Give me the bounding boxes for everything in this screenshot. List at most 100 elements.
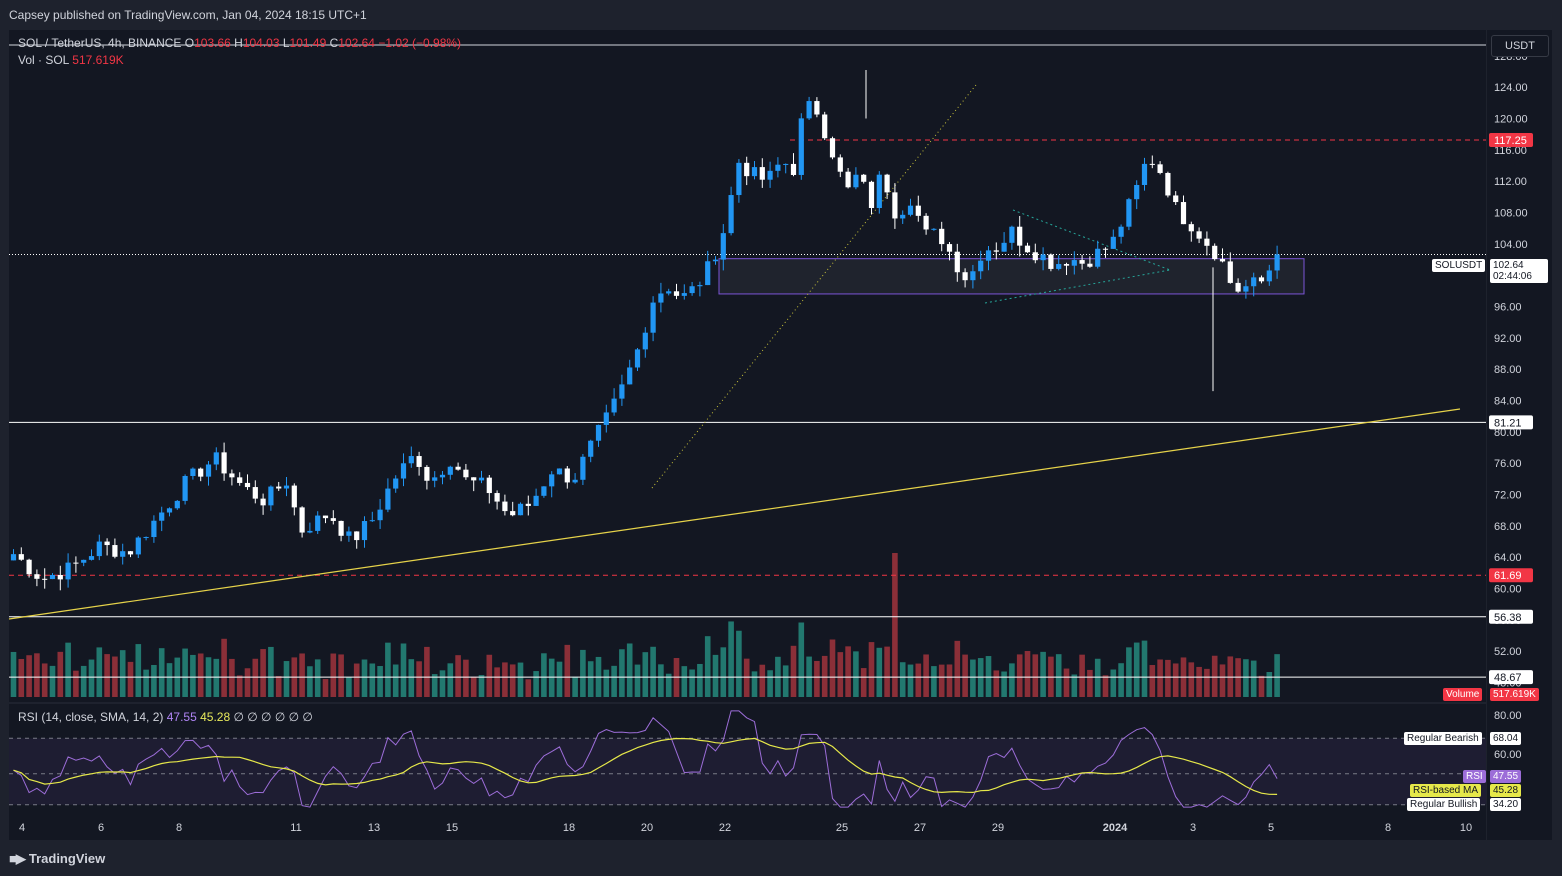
volume-bar bbox=[1118, 663, 1124, 697]
time-tick-label: 25 bbox=[836, 822, 848, 834]
candle-body bbox=[1048, 254, 1054, 269]
candle-body bbox=[88, 556, 95, 560]
volume-bar bbox=[580, 649, 586, 697]
volume-bar bbox=[1009, 663, 1015, 697]
rsi-scale-value: 47.55 bbox=[1490, 770, 1522, 783]
volume-bar bbox=[743, 658, 750, 697]
candle-body bbox=[221, 452, 227, 474]
volume-bar bbox=[1196, 666, 1202, 697]
volume-bar bbox=[1016, 654, 1023, 697]
price-tick-label: 60.00 bbox=[1494, 583, 1522, 595]
candle-body bbox=[939, 228, 945, 245]
volume-bar bbox=[275, 676, 282, 697]
volume-bar bbox=[1126, 647, 1132, 697]
candle-body bbox=[205, 464, 212, 477]
candle-body bbox=[49, 574, 56, 580]
candle-body bbox=[1056, 264, 1062, 269]
candle-body bbox=[369, 520, 375, 522]
rsi-empty-values: ∅ ∅ ∅ ∅ ∅ ∅ bbox=[233, 710, 313, 724]
candle-body bbox=[556, 468, 563, 475]
volume-bar bbox=[190, 654, 196, 697]
candle-body bbox=[619, 384, 625, 399]
volume-bar bbox=[868, 642, 875, 697]
volume-bar bbox=[57, 651, 64, 697]
volume-bar bbox=[525, 679, 532, 697]
time-tick-label: 27 bbox=[914, 822, 926, 834]
volume-bar bbox=[1079, 654, 1085, 697]
candle-body bbox=[478, 477, 485, 481]
volume-bar bbox=[49, 665, 56, 697]
volume-bar bbox=[1063, 668, 1070, 697]
volume-bar bbox=[41, 663, 48, 697]
candle-body bbox=[978, 260, 984, 272]
volume-bar bbox=[517, 662, 524, 697]
regular-bearish-value: 68.04 bbox=[1490, 732, 1522, 745]
volume-bar bbox=[533, 671, 539, 697]
volume-bar bbox=[221, 638, 227, 697]
volume-bar bbox=[1243, 659, 1249, 697]
volume-bar bbox=[65, 642, 71, 697]
currency-button[interactable]: USDT bbox=[1491, 35, 1549, 57]
candle-body bbox=[900, 214, 906, 219]
candle-body bbox=[1204, 238, 1210, 246]
symbol-tag: SOLUSDT bbox=[1432, 259, 1486, 272]
candle-body bbox=[907, 205, 914, 215]
rsi-ma-value: 45.28 bbox=[200, 710, 231, 724]
volume-bar bbox=[1001, 671, 1007, 697]
candle-body bbox=[385, 488, 391, 510]
candle-body bbox=[588, 440, 594, 457]
triangle-lower-line bbox=[984, 269, 1171, 304]
volume-bar bbox=[1250, 660, 1257, 697]
candle-body bbox=[517, 503, 524, 516]
candle-body bbox=[954, 251, 960, 273]
candle-body bbox=[182, 476, 188, 501]
volume-bar bbox=[650, 646, 656, 697]
published-caption: Capsey published on TradingView.com, Jan… bbox=[9, 8, 367, 22]
candle-body bbox=[822, 114, 828, 139]
candle-body bbox=[1024, 245, 1031, 253]
time-tick-label: 11 bbox=[290, 822, 301, 834]
candle-body bbox=[1087, 263, 1093, 267]
level-tag-bg bbox=[1489, 670, 1533, 685]
volume-bar bbox=[587, 661, 594, 697]
volume-bar bbox=[1102, 675, 1109, 697]
volume-bar bbox=[299, 653, 305, 697]
candle-body bbox=[322, 515, 329, 519]
price-tick-label: 64.00 bbox=[1494, 552, 1522, 564]
candle-body bbox=[151, 520, 157, 538]
candle-body bbox=[213, 452, 219, 465]
volume-bar bbox=[143, 669, 149, 697]
price-scale[interactable] bbox=[1487, 30, 1552, 840]
tradingview-logo[interactable]: ■▶ TradingView bbox=[9, 851, 105, 867]
candle-body bbox=[876, 174, 882, 209]
rsi-ma-tag: RSI-based MA bbox=[1410, 784, 1482, 797]
volume-bar bbox=[307, 666, 313, 697]
candle-body bbox=[751, 167, 758, 177]
low-label: L bbox=[282, 36, 290, 50]
open-value: 103.66 bbox=[194, 36, 231, 50]
candle-body bbox=[486, 477, 492, 494]
rsi-label[interactable]: RSI (14, close, SMA, 14, 2) bbox=[18, 710, 164, 724]
volume-bar bbox=[1204, 668, 1210, 697]
volume-bar bbox=[314, 659, 321, 697]
candle-body bbox=[34, 574, 40, 579]
price-tick-label: 116.00 bbox=[1494, 145, 1527, 157]
rsi-legend: RSI (14, close, SMA, 14, 2) 47.55 45.28 … bbox=[18, 710, 313, 724]
volume-bar bbox=[829, 639, 836, 697]
time-tick-label: 3 bbox=[1190, 822, 1196, 834]
candle-body bbox=[229, 473, 235, 478]
candle-body bbox=[744, 162, 750, 177]
volume-bar bbox=[603, 669, 610, 697]
open-label: O bbox=[184, 36, 195, 50]
candle-body bbox=[112, 545, 118, 557]
symbol-label[interactable]: SOL / TetherUS, 4h, BINANCE bbox=[18, 36, 182, 50]
time-tick-label: 10 bbox=[1460, 822, 1472, 834]
rsi-tick-label: 80.00 bbox=[1494, 710, 1522, 722]
volume-label[interactable]: Vol · SOL bbox=[18, 53, 69, 67]
volume-bar bbox=[213, 658, 220, 697]
volume-bar bbox=[431, 674, 438, 697]
time-tick-label: 8 bbox=[1385, 822, 1391, 834]
candle-body bbox=[985, 250, 992, 261]
volume-bar bbox=[463, 659, 469, 697]
